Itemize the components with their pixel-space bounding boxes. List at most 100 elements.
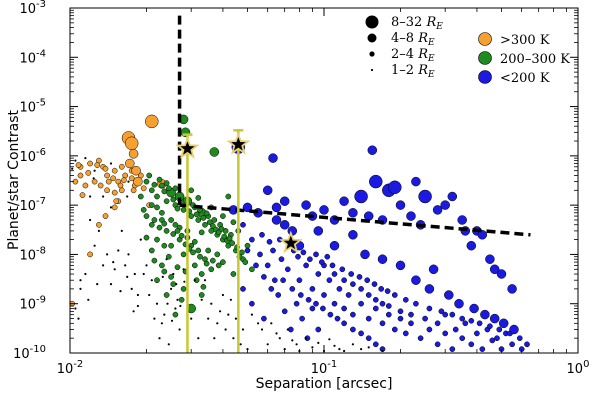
data-point-limit_line-13 [170,287,173,290]
data-point-limit_line-6 [133,272,136,276]
data-point-cold-68 [434,341,441,348]
data-point-cold-32 [411,176,421,187]
legend-temp-label-2: <200 K [500,71,550,86]
data-point-hot-2 [84,157,87,160]
data-point-cold-128 [391,292,398,298]
data-point-cold-44 [284,266,291,273]
data-point-cold-157 [365,335,372,342]
data-point-hot-8 [109,162,113,165]
data-point-warm-48 [220,259,226,265]
data-point-warm-121 [161,268,168,275]
data-point-cold-72 [468,341,475,348]
data-point-cold-105 [462,320,469,327]
legend-size-label-0: 8–32 RE [391,15,443,32]
data-point-warm-101 [226,235,233,242]
data-point-warm-119 [215,262,222,269]
data-point-warm-79 [168,274,174,280]
data-point-cold-63 [397,315,404,322]
data-point-cold-36 [271,202,282,213]
data-point-cold-155 [350,326,356,333]
data-point-cold-176 [480,309,490,320]
data-point-cold-174 [454,298,464,309]
legend-size-label-3: 1–2 RE [391,63,435,80]
data-point-warm-75 [154,204,160,211]
data-point-warm-42 [172,311,179,318]
data-point-limit_line-31 [275,332,278,335]
data-point-cold-64 [402,330,409,337]
data-point-cold-35 [268,153,278,163]
data-point-warm-127 [165,253,172,260]
data-point-warm-49 [230,271,237,277]
data-point-warm-65 [244,242,251,249]
data-point-cold-149 [305,296,312,303]
data-point-warm-82 [156,176,163,183]
data-point-cold-121 [339,266,346,273]
data-point-cold-175 [469,303,479,314]
data-point-cold-20 [395,200,406,210]
data-point-warm-85 [170,196,177,203]
data-point-limit_line-74 [317,341,320,344]
data-point-warm-41 [163,292,170,298]
special-planets [175,129,303,353]
data-point-warm-81 [151,181,158,188]
legend-temp-marker-2 [478,70,492,84]
data-point-cold-146 [280,277,286,284]
data-point-limit_line-4 [120,229,123,232]
data-point-cold-179 [509,324,519,335]
data-point-limit_line-87 [77,317,80,320]
y-tick-label-1: 10-9 [19,295,46,313]
data-point-limit_line-15 [178,328,181,331]
data-point-cold-5 [271,215,282,225]
data-point-hot-0 [74,159,77,162]
data-point-limit_line-68 [260,328,264,331]
data-point-hot-17 [91,178,98,185]
data-point-hot-29 [87,251,93,258]
data-point-warm-126 [161,242,168,249]
data-point-cold-87 [304,335,311,342]
data-point-cold-28 [496,269,507,279]
data-point-warm-106 [242,259,249,265]
data-point-cold-48 [309,286,316,292]
data-point-cold-114 [295,253,301,260]
data-point-limit_line-65 [234,317,237,320]
data-point-hot-23 [89,195,92,198]
data-point-cold-95 [365,292,372,298]
data-point-hot-49 [121,177,127,184]
data-point-cold-99 [397,308,404,315]
data-point-limit_line-89 [166,302,169,305]
data-point-limit_line-2 [106,253,109,256]
data-point-cold-127 [384,288,391,294]
data-point-cold-94 [358,286,364,292]
data-point-limit_line-66 [239,343,242,346]
data-point-cold-156 [358,330,364,337]
data-point-limit_line-35 [311,346,314,349]
data-point-cold-103 [442,311,449,318]
data-point-cold-69 [442,330,449,337]
data-point-cold-169 [377,254,388,264]
data-point-cold-129 [402,296,409,303]
data-point-warm-30 [168,242,174,249]
data-point-hot-51 [124,136,139,151]
data-point-warm-111 [174,228,181,234]
data-point-limit_line-84 [112,261,115,264]
data-point-hot-7 [104,172,110,179]
data-point-cold-167 [313,226,324,236]
data-point-hot-37 [94,162,101,168]
data-point-warm-0 [143,178,150,185]
data-point-cold-62 [391,326,398,333]
legend-temp-marker-0 [478,32,492,46]
data-point-hot-47 [79,192,86,198]
data-point-limit_line-70 [278,337,281,340]
data-point-warm-102 [229,240,236,246]
legend-size-marker-1 [367,33,377,43]
data-point-cold-84 [287,326,294,333]
data-point-warm-38 [198,271,205,277]
data-point-limit_line-76 [338,348,341,351]
data-point-warm-25 [143,213,150,219]
data-point-cold-165 [348,230,358,240]
data-point-warm-68 [163,180,170,186]
data-point-hot-46 [92,177,95,180]
data-point-cold-30 [367,145,378,155]
data-point-cold-134 [459,315,466,322]
legend-size-label-1: 4–8 RE [391,31,435,48]
